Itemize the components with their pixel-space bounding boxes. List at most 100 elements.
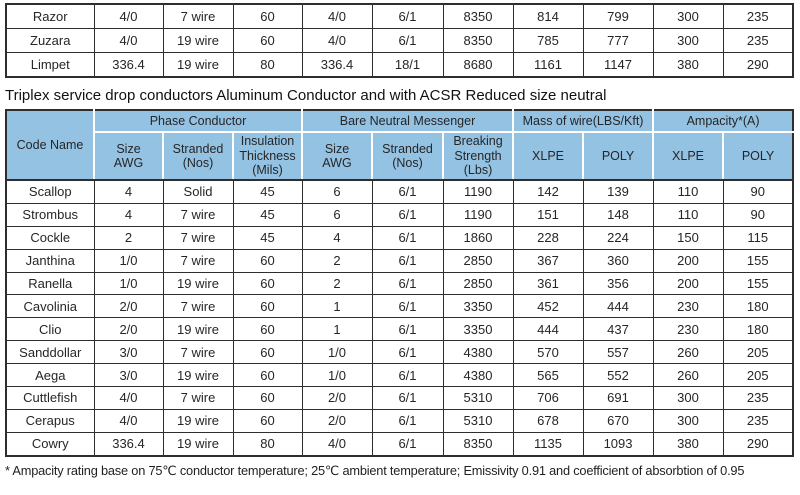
value-cell: 19 wire: [162, 317, 234, 342]
value-cell: 380: [652, 431, 724, 457]
code-name-cell: Cuttlefish: [5, 386, 95, 410]
value-cell: 60: [232, 317, 303, 342]
table-row: Cerapus 4/0 19 wire 60 2/0 6/1 5310 678 670 300 23…: [5, 408, 794, 433]
value-cell: 4: [93, 202, 164, 227]
value-cell: 4/0: [301, 431, 373, 457]
value-cell: 4/0: [301, 28, 373, 53]
top-table-body: Razor 4/0 7 wire 60 4/0 6/1 8350 814 799 300 235 Zu…: [5, 3, 794, 78]
value-cell: 110: [652, 202, 724, 227]
group-header-row: Code Name Phase Conductor Bare Neutral M…: [5, 109, 795, 181]
table-row: Ranella 1/0 19 wire 60 2 6/1 2850 361 356 200 155: [5, 271, 794, 296]
value-cell: 4/0: [93, 28, 164, 53]
column-header-poly-mass: POLY: [582, 131, 655, 181]
value-cell: 356: [582, 271, 654, 296]
value-cell: 80: [232, 431, 303, 457]
value-cell: 2: [93, 225, 164, 250]
value-cell: 6/1: [371, 179, 444, 204]
value-cell: 2/0: [93, 294, 164, 319]
value-cell: 139: [582, 179, 654, 204]
code-name-cell: Cerapus: [5, 408, 95, 433]
value-cell: 1/0: [301, 363, 373, 388]
group-header-bare-neutral-messenger: Bare Neutral Messenger: [300, 109, 515, 133]
value-cell: 5310: [442, 408, 514, 433]
value-cell: 235: [722, 408, 794, 433]
value-cell: 6/1: [371, 271, 444, 296]
value-cell: 60: [232, 28, 303, 53]
value-cell: 235: [722, 3, 794, 29]
table-row: Sanddollar 3/0 7 wire 60 1/0 6/1 4380 570 557 260…: [5, 340, 794, 365]
value-cell: 1190: [442, 179, 514, 204]
value-cell: 300: [652, 386, 724, 410]
value-cell: 777: [582, 28, 654, 53]
value-cell: 7 wire: [162, 3, 234, 29]
value-cell: 444: [512, 317, 584, 342]
page-title: Triplex service drop conductors Aluminum…: [5, 87, 607, 104]
footnote: * Ampacity rating base on 75℃ conductor …: [5, 462, 745, 478]
value-cell: 200: [652, 248, 724, 273]
value-cell: 1093: [582, 431, 654, 457]
value-cell: 7 wire: [162, 225, 234, 250]
group-header-mass-of-wire: Mass of wire(LBS/Kft): [512, 109, 655, 133]
value-cell: 8680: [442, 52, 514, 78]
value-cell: 1135: [512, 431, 584, 457]
table-row: Cowry 336.4 19 wire 80 4/0 6/1 8350 1135 1093 380…: [5, 431, 794, 457]
value-cell: 2850: [442, 271, 514, 296]
value-cell: 290: [722, 52, 794, 78]
value-cell: 200: [652, 271, 724, 296]
value-cell: 45: [232, 225, 303, 250]
value-cell: 452: [512, 294, 584, 319]
value-cell: 205: [722, 363, 794, 388]
value-cell: 1/0: [301, 340, 373, 365]
value-cell: 235: [722, 386, 794, 410]
value-cell: 230: [652, 317, 724, 342]
value-cell: 1190: [442, 202, 514, 227]
value-cell: 570: [512, 340, 584, 365]
value-cell: 3350: [442, 294, 514, 319]
value-cell: 19 wire: [162, 408, 234, 433]
value-cell: 7 wire: [162, 386, 234, 410]
value-cell: 6/1: [371, 386, 444, 410]
table-row: Razor 4/0 7 wire 60 4/0 6/1 8350 814 799 300 235: [5, 3, 794, 29]
value-cell: 2: [301, 248, 373, 273]
sub-header-row: Size AWG Stranded (Nos) Insulation Thick…: [6, 131, 795, 181]
value-cell: 6/1: [371, 431, 444, 457]
value-cell: 19 wire: [162, 363, 234, 388]
value-cell: 706: [512, 386, 584, 410]
value-cell: 19 wire: [162, 52, 234, 78]
value-cell: 1: [301, 294, 373, 319]
value-cell: 60: [232, 340, 303, 365]
value-cell: 155: [722, 271, 794, 296]
value-cell: 45: [232, 202, 303, 227]
value-cell: 7 wire: [162, 340, 234, 365]
code-name-cell: Zuzara: [5, 28, 95, 53]
value-cell: 2/0: [301, 386, 373, 410]
value-cell: 2/0: [301, 408, 373, 433]
main-table-header: Code Name Phase Conductor Bare Neutral M…: [5, 109, 795, 181]
value-cell: 4/0: [93, 408, 164, 433]
value-cell: 6: [301, 202, 373, 227]
table-row: Cavolinia 2/0 7 wire 60 1 6/1 3350 452 444 230 180: [5, 294, 794, 319]
code-name-cell: Clio: [5, 317, 95, 342]
value-cell: 6/1: [371, 340, 444, 365]
value-cell: 6: [301, 179, 373, 204]
column-header-size-awg-neutral: Size AWG: [301, 131, 373, 181]
value-cell: 60: [232, 3, 303, 29]
value-cell: 205: [722, 340, 794, 365]
value-cell: 367: [512, 248, 584, 273]
value-cell: 6/1: [371, 363, 444, 388]
value-cell: 6/1: [371, 408, 444, 433]
column-header-xlpe-ampacity: XLPE: [652, 131, 725, 181]
value-cell: 1860: [442, 225, 514, 250]
table-row: Limpet 336.4 19 wire 80 336.4 18/1 8680 1161 114…: [5, 52, 794, 78]
value-cell: 180: [722, 317, 794, 342]
value-cell: 4380: [442, 363, 514, 388]
value-cell: 1161: [512, 52, 584, 78]
value-cell: 180: [722, 294, 794, 319]
code-name-cell: Aega: [5, 363, 95, 388]
column-header-stranded: Stranded (Nos): [162, 131, 234, 181]
value-cell: 260: [652, 363, 724, 388]
value-cell: 552: [582, 363, 654, 388]
value-cell: 336.4: [93, 431, 164, 457]
value-cell: 19 wire: [162, 271, 234, 296]
